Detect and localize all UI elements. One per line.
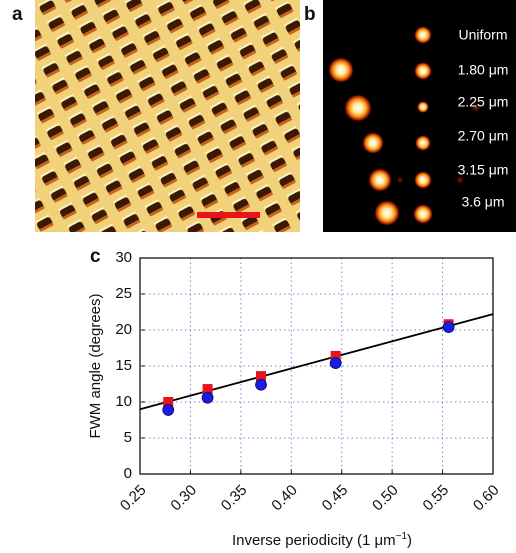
y-axis-label: FWM angle (degrees) bbox=[87, 293, 104, 438]
x-tick-label: 0.50 bbox=[369, 482, 402, 515]
y-tick-label: 15 bbox=[115, 357, 132, 374]
spots bbox=[328, 26, 481, 226]
square-marker bbox=[256, 371, 267, 382]
x-label-end: ) bbox=[407, 532, 412, 549]
circle-marker bbox=[162, 404, 175, 416]
circle-marker bbox=[329, 357, 342, 370]
x-label-text: Inverse periodicity (1 μm bbox=[232, 532, 396, 549]
panel-label: b bbox=[304, 4, 316, 25]
x-tick-label: 0.60 bbox=[470, 482, 503, 515]
plot-frame bbox=[139, 257, 494, 475]
fit-line bbox=[139, 313, 494, 411]
micrograph bbox=[35, 0, 300, 232]
circle-marker bbox=[201, 391, 214, 404]
panel-label: a bbox=[12, 4, 23, 25]
y-tick-label: 0 bbox=[124, 465, 132, 482]
x-tick-label: 0.35 bbox=[218, 482, 251, 515]
x-tick-label: 0.25 bbox=[117, 482, 150, 515]
x-axis-label: Inverse periodicity (1 μm−1) bbox=[232, 531, 412, 549]
spot-label: 2.70 μm bbox=[458, 128, 509, 144]
panel-label: c bbox=[90, 246, 101, 267]
y-tick-label: 30 bbox=[115, 249, 132, 266]
y-tick-label: 5 bbox=[124, 429, 132, 446]
circle-marker bbox=[255, 378, 267, 391]
square-marker bbox=[163, 397, 174, 407]
spot-label: 3.15 μm bbox=[458, 162, 509, 178]
square-marker bbox=[330, 350, 341, 361]
x-tick-label: 0.40 bbox=[268, 482, 301, 515]
y-tick-label: 25 bbox=[115, 285, 132, 302]
x-tick-label: 0.45 bbox=[319, 482, 352, 515]
spot-label: 3.6 μm bbox=[461, 194, 504, 210]
y-tick-label: 10 bbox=[115, 393, 132, 410]
scale-bar bbox=[197, 212, 260, 218]
spot-label: 2.25 μm bbox=[458, 94, 509, 110]
spot-label: 1.80 μm bbox=[458, 62, 509, 78]
spot-label: Uniform bbox=[458, 27, 507, 43]
square-marker bbox=[202, 384, 213, 395]
x-tick-label: 0.55 bbox=[420, 482, 453, 515]
x-label-sup: −1 bbox=[396, 531, 408, 542]
x-tick-label: 0.30 bbox=[167, 482, 200, 515]
circle-marker bbox=[442, 321, 455, 334]
y-tick-label: 20 bbox=[115, 321, 132, 338]
